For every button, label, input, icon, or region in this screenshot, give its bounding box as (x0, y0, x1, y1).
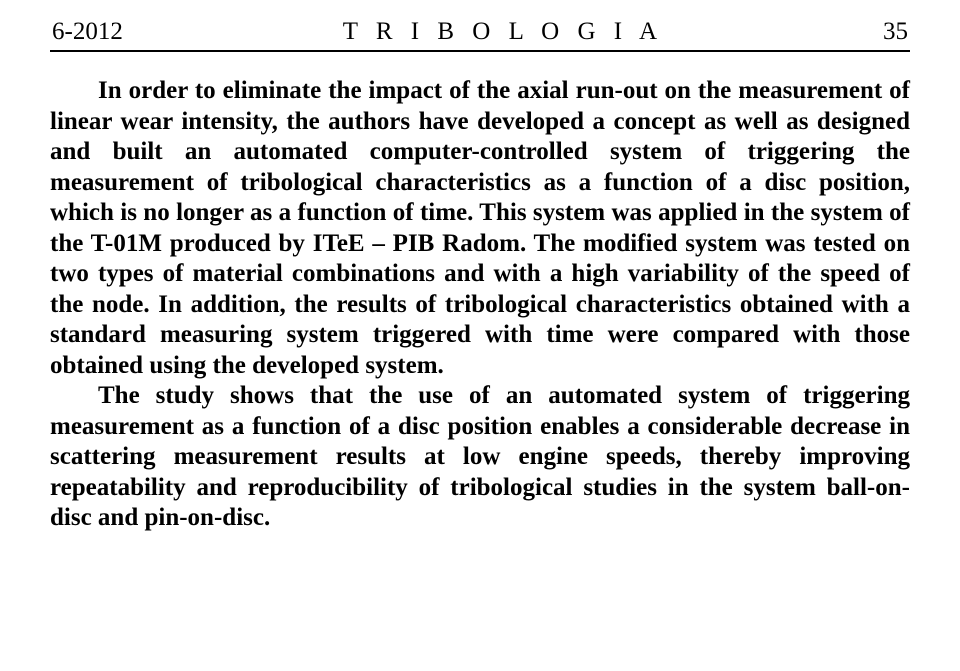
issue-number: 6-2012 (52, 18, 123, 46)
page-number: 35 (883, 18, 908, 46)
body-text: In order to eliminate the impact of the … (50, 76, 910, 534)
paragraph-2: The study shows that the use of an autom… (50, 381, 910, 534)
journal-title: T R I B O L O G I A (343, 18, 663, 46)
paragraph-1: In order to eliminate the impact of the … (50, 76, 910, 381)
running-header: 6-2012 T R I B O L O G I A 35 (50, 18, 910, 50)
header-divider (50, 50, 910, 52)
page: 6-2012 T R I B O L O G I A 35 In order t… (0, 0, 960, 534)
